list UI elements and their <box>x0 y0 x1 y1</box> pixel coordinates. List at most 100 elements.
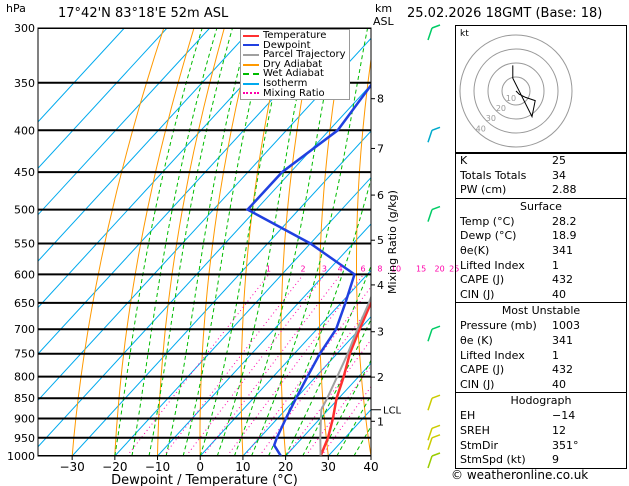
index-row: CAPE (J) 432 <box>456 363 626 378</box>
index-label: θe(K) <box>460 243 490 257</box>
legend-item: Mixing Ratio <box>243 88 346 99</box>
index-label: EH <box>460 409 476 423</box>
isotherm-line <box>71 130 371 456</box>
pressure-tick-label: 850 <box>14 392 35 405</box>
legend-swatch <box>243 82 259 85</box>
index-row: Lifted Index 1 <box>456 349 626 364</box>
pressure-tick-label: 700 <box>14 323 35 336</box>
mixing-ratio-line <box>202 274 341 456</box>
wet-adiabat <box>302 318 371 456</box>
hodograph-unit: kt <box>460 29 469 39</box>
station-location: 17°42'N 83°18'E 52m ASL <box>58 6 229 21</box>
isotherm-line <box>157 223 371 456</box>
legend-item: Temperature <box>243 31 346 41</box>
index-row: CIN (J) 40 <box>456 288 626 303</box>
index-value: 9 <box>552 453 559 467</box>
mixing-ratio-label: 20 <box>435 264 445 273</box>
x-axis-label: Dewpoint / Temperature (°C) <box>111 473 298 486</box>
run-time: 25.02.2026 18GMT (Base: 18) <box>407 6 603 21</box>
wind-barb <box>427 397 433 411</box>
index-value: 40 <box>552 377 566 391</box>
index-label: Dewp (°C) <box>460 229 517 243</box>
legend-item: Parcel Trajectory <box>243 50 346 60</box>
km-tick-label: 8 <box>377 93 384 106</box>
x-tick-label: −20 <box>102 460 127 474</box>
pressure-tick-label: 650 <box>14 297 35 310</box>
wind-barb-flag <box>431 325 441 330</box>
hodograph-ring-label: 30 <box>486 114 496 123</box>
wind-barb <box>427 130 433 143</box>
x-tick-label: 10 <box>235 460 250 474</box>
index-row: PW (cm) 2.88 <box>456 183 626 198</box>
index-value: 25 <box>552 154 566 167</box>
wind-barb-flag <box>431 205 441 211</box>
index-value: 40 <box>552 287 566 301</box>
copyright: © weatheronline.co.uk <box>451 468 589 482</box>
hodograph-box: 10 20 30 40 kt <box>455 25 627 153</box>
hodograph-ring <box>459 34 573 148</box>
isotherm-line <box>285 362 371 456</box>
index-section-title: Hodograph <box>456 392 626 409</box>
index-row: Dewp (°C) 18.9 <box>456 229 626 244</box>
index-section-title: Most Unstable <box>456 302 626 319</box>
index-value: 432 <box>552 273 573 287</box>
legend-item: Dry Adiabat <box>243 58 346 70</box>
wind-barb <box>427 455 433 469</box>
lcl-label: LCL <box>383 406 402 417</box>
index-row: θe(K) 341 <box>456 244 626 259</box>
index-value: 34 <box>552 168 566 182</box>
km-tick-label: 4 <box>377 279 384 292</box>
km-tick-label: 2 <box>377 371 384 384</box>
parcel-trajectory <box>319 294 371 456</box>
pressure-tick-label: 500 <box>14 204 35 217</box>
hodograph-trace <box>512 65 536 119</box>
pressure-tick-label: 800 <box>14 371 35 384</box>
index-label: StmSpd (kt) <box>460 453 526 467</box>
isotherm-line <box>38 28 253 262</box>
hodograph-ring <box>487 62 545 120</box>
legend-swatch <box>243 53 259 56</box>
isotherm-line <box>38 28 168 170</box>
pressure-tick-label: 750 <box>14 348 35 361</box>
index-value: 341 <box>552 243 573 257</box>
wet-adiabat <box>233 28 338 456</box>
index-row: Lifted Index 1 <box>456 259 626 274</box>
index-row: CAPE (J) 432 <box>456 273 626 288</box>
index-label: Totals Totals <box>460 168 527 182</box>
index-row: Totals Totals 34 <box>456 169 626 184</box>
index-row: Temp (°C) 28.2 <box>456 215 626 230</box>
km-tick-label: 3 <box>377 326 384 339</box>
legend-swatch <box>243 63 259 66</box>
plot-area <box>38 28 456 456</box>
index-label: Lifted Index <box>460 348 525 362</box>
legend-label: Temperature <box>263 30 327 41</box>
isotherm-line <box>242 316 371 456</box>
legend-swatch <box>243 73 259 76</box>
legend-item: Wet Adiabat <box>243 69 346 79</box>
index-label: SREH <box>460 423 490 437</box>
legend: Temperature Dewpoint Parcel Trajectory Dry … <box>240 29 350 101</box>
pressure-tick-label: 450 <box>14 166 35 179</box>
plot-frame <box>37 27 372 457</box>
legend-swatch <box>243 34 259 37</box>
x-tick-label: −30 <box>59 460 84 474</box>
index-label: CAPE (J) <box>460 273 505 287</box>
wet-adiabat <box>148 28 233 456</box>
mixing-ratio-label: 10 <box>391 264 401 273</box>
wet-adiabat <box>319 359 371 456</box>
asl-axis-label: ASL <box>373 15 394 28</box>
mixing-ratio-line <box>185 274 326 456</box>
index-row: SREH 12 <box>456 424 626 439</box>
index-label: PW (cm) <box>460 183 507 197</box>
wind-barb <box>427 328 433 342</box>
legend-swatch <box>243 92 259 95</box>
legend-label: Dry Adiabat <box>263 58 323 70</box>
pressure-tick-label: 550 <box>14 237 35 250</box>
dry-adiabat <box>427 28 456 456</box>
mixing-ratio-label: 4 <box>338 264 343 273</box>
indices-table: K 25 Totals Totals 34 PW (cm) 2.88 Surface Temp… <box>455 153 627 469</box>
index-label: K <box>460 154 468 167</box>
mixing-ratio-label: 6 <box>361 264 366 273</box>
temperature-profile <box>319 299 371 456</box>
